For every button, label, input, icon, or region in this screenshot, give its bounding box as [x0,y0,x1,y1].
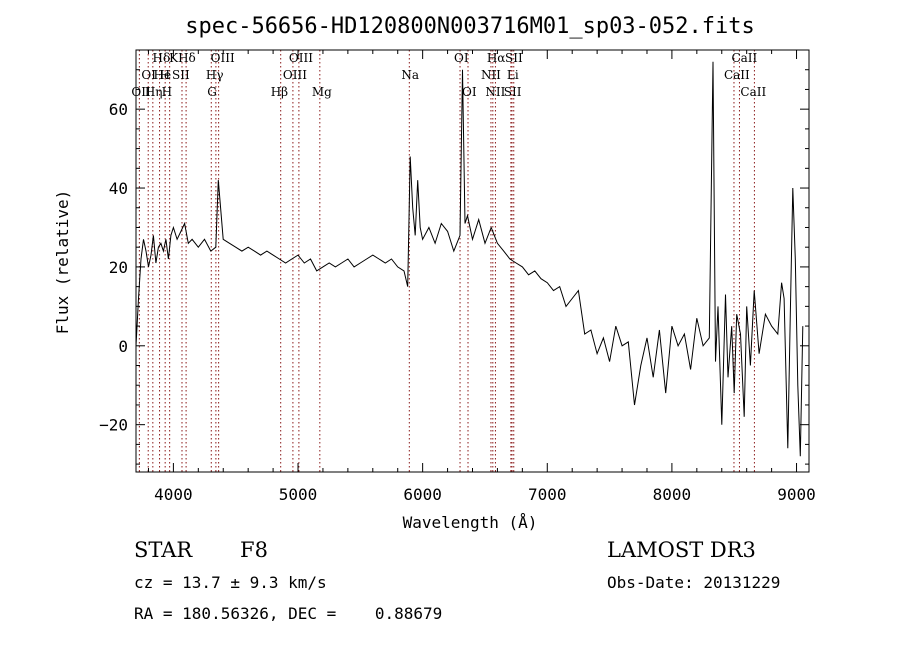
line-label: SII [505,51,523,65]
x-axis-label: Wavelength (Å) [403,513,538,532]
spectrum-line [135,61,804,457]
redshift-value: cz = 13.7 ± 9.3 km/s [134,573,327,592]
x-tick-label: 5000 [279,485,318,504]
line-label: Na [401,68,419,82]
y-tick-label: 60 [109,100,128,119]
y-tick-label: 20 [109,258,128,277]
line-label: K [169,51,179,65]
line-label: Li [507,68,519,82]
line-label: OI [141,68,156,82]
line-label: H [160,68,170,82]
y-tick-label: 40 [109,179,128,198]
plot-frame [135,49,810,473]
x-tick-label: 6000 [403,485,442,504]
line-label: CaII [731,51,757,65]
y-axis-label: Flux (relative) [53,190,72,335]
x-tick-label: 8000 [653,485,692,504]
x-tick-label: 4000 [154,485,193,504]
line-label: Hδ [153,51,171,65]
y-axis: −20 0 20 40 60 [99,69,809,465]
x-tick-label: 9000 [777,485,816,504]
line-label: CaII [740,85,766,99]
line-label: SII [172,68,190,82]
line-label: OIII [211,51,235,65]
survey-name: LAMOST DR3 [607,538,756,562]
observation-date: Obs-Date: 20131229 [607,573,781,592]
chart-title: spec-56656-HD120800N003716M01_sp03-052.f… [185,14,755,39]
x-axis: 4000 5000 6000 7000 8000 9000 [147,50,816,504]
y-tick-label: −20 [99,416,128,435]
line-label: CaII [724,68,750,82]
line-label: NII [485,85,505,99]
y-tick-label: 0 [118,337,128,356]
line-label: H [162,85,172,99]
object-subclass: F8 [240,538,268,562]
x-tick-label: 7000 [528,485,567,504]
line-label: OI [462,85,477,99]
line-label: Hη [145,85,163,99]
line-labels: HδKHδOIIIOIIIOIHαSIICaIIOIHeHSIIHγOIIINa… [131,51,766,99]
line-label: Mg [312,85,332,99]
coordinates: RA = 180.56326, DEC = 0.88679 [134,604,443,623]
line-markers [138,50,755,472]
line-label: OIII [289,51,313,65]
line-label: Hδ [178,51,196,65]
object-class: STAR [134,538,193,562]
line-label: OIII [283,68,307,82]
line-label: Hβ [271,85,288,99]
line-label: Hγ [206,68,224,82]
line-label: G [207,85,217,99]
line-label: OI [454,51,469,65]
line-label: NII [481,68,501,82]
line-label: Hα [487,51,506,65]
line-label: SII [504,85,522,99]
line-label: He [154,68,172,82]
